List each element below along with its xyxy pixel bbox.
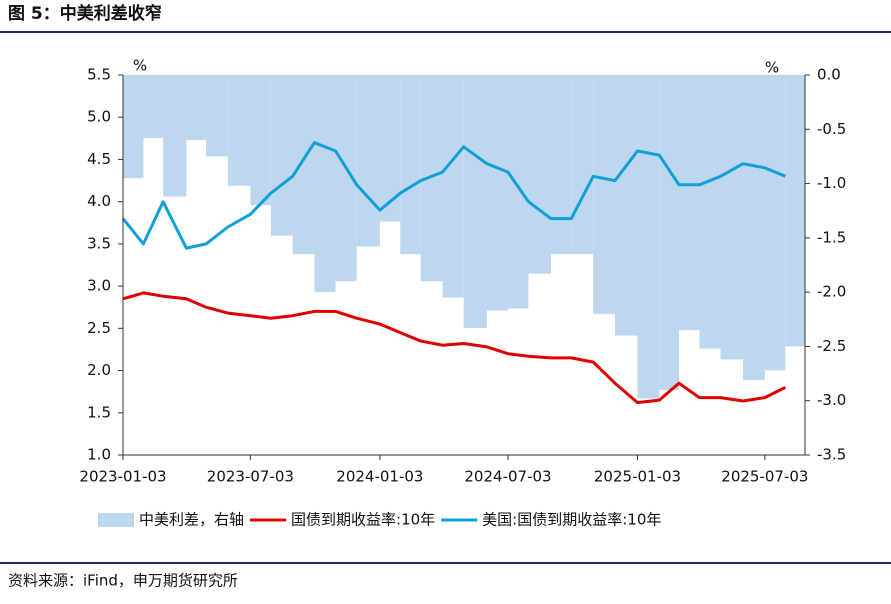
spread-bar [227, 75, 251, 186]
spread-bar [420, 75, 443, 282]
spread-bar [486, 75, 508, 311]
source: 资料来源：iFind，申万期货研究所 [8, 572, 238, 590]
spread-bar [528, 75, 551, 274]
y2-tick-label: -3.5 [817, 446, 846, 464]
legend-label: 国债到期收益率:10年 [291, 511, 435, 529]
chart-title: 图 5：中美利差收窄 [8, 3, 162, 24]
y2-tick-label: -0.5 [817, 120, 846, 138]
spread-bar [206, 75, 228, 157]
spread-bar [292, 75, 315, 255]
spread-bar [720, 75, 744, 360]
spread-bar [442, 75, 464, 298]
y-tick-label: 1.0 [87, 446, 111, 464]
spread-bar [507, 75, 529, 309]
spread-bar [699, 75, 721, 349]
y-tick-label: 4.0 [87, 192, 111, 210]
y2-tick-label: -1.5 [817, 228, 846, 246]
spread-bar [637, 75, 660, 399]
spread-bar [356, 75, 380, 247]
spread-bar [314, 75, 336, 293]
spread-bar [785, 75, 805, 347]
y2-tick-label: -3.0 [817, 391, 846, 409]
spread-bar [270, 75, 293, 236]
spread-bar [250, 75, 271, 206]
spread-bar [186, 75, 207, 141]
y-tick-label: 1.5 [87, 403, 111, 421]
spread-bar [163, 75, 187, 197]
x-tick-label: 2025-01-03 [594, 468, 681, 486]
spread-bar [550, 75, 572, 255]
y2-unit: % [765, 59, 779, 77]
x-tick-label: 2024-01-03 [336, 468, 423, 486]
legend-swatch [98, 513, 134, 527]
y-tick-label: 2.5 [87, 319, 111, 337]
y2-tick-label: -2.5 [817, 337, 846, 355]
y2-tick-label: -1.0 [817, 174, 846, 192]
spread-bar [123, 75, 144, 179]
spread-bar [593, 75, 615, 314]
y2-tick-label: -2.0 [817, 283, 846, 301]
y-unit: % [133, 57, 147, 75]
y-tick-label: 5.5 [87, 66, 111, 84]
legend-label: 美国:国债到期收益率:10年 [482, 511, 661, 529]
x-tick-label: 2023-01-03 [79, 468, 166, 486]
spread-bar [463, 75, 487, 328]
y2-tick-label: 0.0 [817, 66, 841, 84]
spread-bar [743, 75, 765, 381]
spread-bar [679, 75, 700, 331]
y-tick-label: 5.0 [87, 108, 111, 126]
yield-line [122, 291, 786, 405]
y-tick-label: 2.0 [87, 361, 111, 379]
y-tick-label: 4.5 [87, 150, 111, 168]
spread-bar [379, 75, 401, 222]
x-tick-label: 2023-07-03 [207, 468, 294, 486]
y-tick-label: 3.5 [87, 234, 111, 252]
x-tick-label: 2025-07-03 [721, 468, 808, 486]
spread-bar [571, 75, 594, 255]
spread-bar [659, 75, 680, 390]
yield-line [121, 141, 786, 250]
spread-bar [143, 75, 164, 138]
spread-bar [335, 75, 357, 282]
spread-bar [400, 75, 421, 255]
y-tick-label: 3.0 [87, 277, 111, 295]
legend-label: 中美利差，右轴 [139, 511, 244, 529]
x-tick-label: 2024-07-03 [464, 468, 551, 486]
spread-bar [614, 75, 638, 336]
spread-bar [764, 75, 786, 371]
